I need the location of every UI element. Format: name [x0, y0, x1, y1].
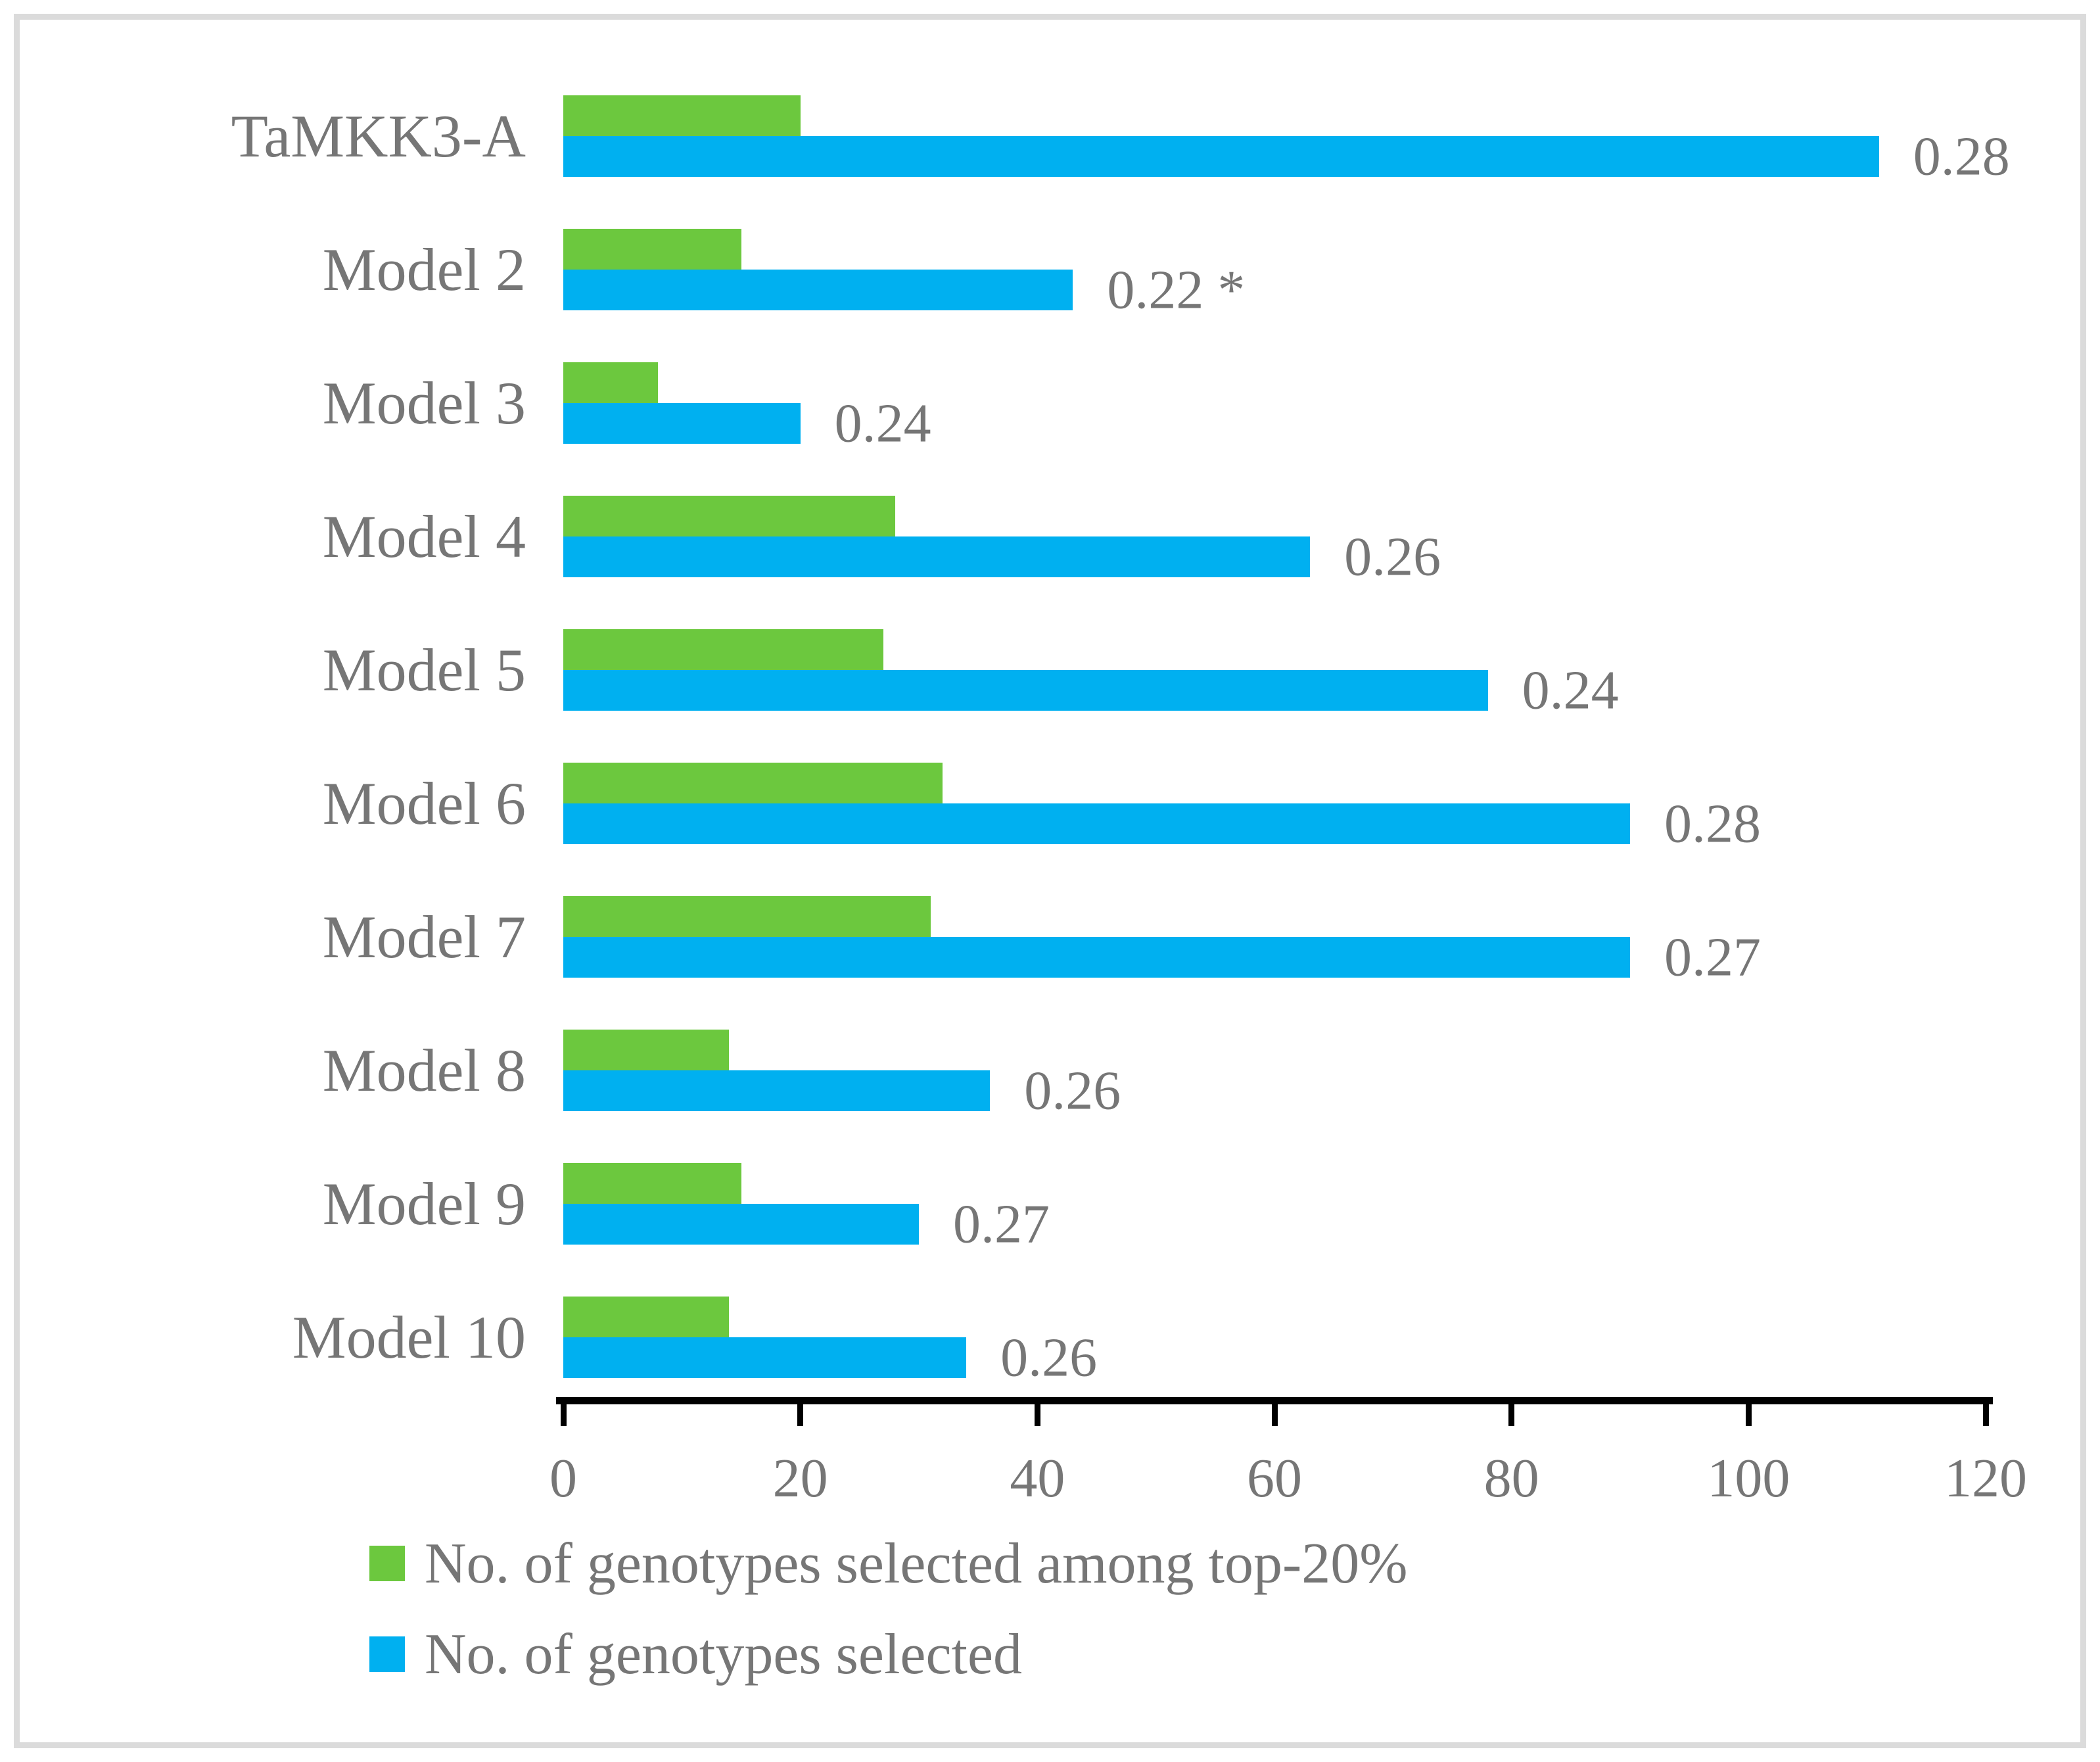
- bar-value-label: 0.28: [1913, 126, 2010, 187]
- bar-top20-green: [563, 763, 943, 803]
- category-label: Model 9: [322, 1170, 526, 1237]
- figure-border: [14, 14, 2086, 1748]
- bar-row: 0.27: [563, 1137, 1986, 1270]
- bar-selected-blue: 0.24: [563, 660, 1619, 721]
- plot-area: 0.28 0.22 * 0.24 0.26 0.24 0.28 0.27 0.26 0.27 0.…: [563, 69, 2010, 1404]
- bar-row: 0.24: [563, 336, 1986, 469]
- x-axis-tick-label: 0: [549, 1448, 577, 1509]
- x-axis-tick: [560, 1397, 567, 1426]
- bar-selected-blue: 0.24: [563, 393, 931, 454]
- category-label: Model 10: [292, 1303, 526, 1371]
- category-label: Model 8: [322, 1036, 526, 1104]
- x-axis-tick-label: 20: [772, 1448, 828, 1509]
- bar-row: 0.24: [563, 603, 1986, 736]
- x-axis-tick: [797, 1397, 804, 1426]
- bar-selected-blue: 0.28: [563, 126, 2010, 187]
- bar-row: 0.26: [563, 1003, 1986, 1137]
- category-label: Model 6: [322, 769, 526, 837]
- bar-value-label: 0.24: [1522, 659, 1619, 721]
- bar-top20-green: [563, 896, 931, 937]
- x-axis-tick: [1745, 1397, 1752, 1426]
- category-label: Model 5: [322, 636, 526, 703]
- category-label: Model 2: [322, 235, 526, 303]
- legend-label-top20: No. of genotypes selected among top-20%: [425, 1531, 1408, 1596]
- bar-top20-green: [563, 229, 741, 270]
- bar-top20-green: [563, 1163, 741, 1204]
- bar-selected-blue: 0.27: [563, 927, 1761, 988]
- bar-row: 0.27: [563, 870, 1986, 1003]
- bar-value-label: 0.27: [953, 1193, 1050, 1255]
- bar-row: 0.26: [563, 469, 1986, 603]
- bar-selected-blue: 0.28: [563, 794, 1761, 855]
- bar-selected-blue: 0.26: [563, 1060, 1121, 1122]
- category-label: Model 3: [322, 369, 526, 437]
- bar-value-label: 0.26: [1000, 1327, 1098, 1389]
- bar-top20-green: [563, 1030, 730, 1070]
- bar-top20-green: [563, 1297, 730, 1337]
- legend: No. of genotypes selected among top-20% …: [369, 1527, 1408, 1708]
- bar-row: 0.28: [563, 69, 2010, 202]
- legend-swatch-green: [369, 1546, 405, 1581]
- bar-top20-green: [563, 629, 883, 670]
- category-axis: TaMKK3-A Model 2 Model 3 Model 4 Model 5 Mode…: [0, 69, 526, 1404]
- bar-top20-green: [563, 362, 659, 403]
- category-label: Model 4: [322, 502, 526, 570]
- category-label: TaMKK3-A: [231, 102, 526, 170]
- bar-row: 0.22 *: [563, 202, 1986, 336]
- legend-label-selected: No. of genotypes selected: [425, 1622, 1023, 1686]
- bar-row: 0.28: [563, 736, 1986, 870]
- legend-item-selected: No. of genotypes selected: [369, 1617, 1408, 1691]
- bar-top20-green: [563, 496, 895, 536]
- legend-item-top20: No. of genotypes selected among top-20%: [369, 1527, 1408, 1600]
- bar-value-label: 0.27: [1664, 926, 1761, 988]
- x-axis-tick: [1271, 1397, 1278, 1426]
- x-axis-tick: [1508, 1397, 1515, 1426]
- x-axis-tick: [1982, 1397, 1989, 1426]
- x-axis-tick-label: 60: [1247, 1448, 1302, 1509]
- legend-swatch-blue: [369, 1636, 405, 1672]
- category-label: Model 7: [322, 903, 526, 970]
- bar-value-label: 0.26: [1344, 526, 1441, 588]
- bar-top20-green: [563, 95, 801, 136]
- x-axis-tick-label: 100: [1707, 1448, 1790, 1509]
- x-axis-tick-label: 80: [1483, 1448, 1539, 1509]
- bar-value-label: 0.28: [1664, 793, 1761, 855]
- bar-row: 0.26: [563, 1270, 1986, 1404]
- bar-value-label: 0.24: [834, 393, 931, 454]
- bar-selected-blue: 0.27: [563, 1194, 1050, 1255]
- bar-selected-blue: 0.22 *: [563, 260, 1245, 321]
- bar-value-label: 0.26: [1024, 1060, 1121, 1122]
- x-axis-tick-label: 120: [1944, 1448, 2027, 1509]
- x-axis-tick-label: 40: [1010, 1448, 1065, 1509]
- bar-selected-blue: 0.26: [563, 1327, 1097, 1389]
- bar-selected-blue: 0.26: [563, 527, 1441, 588]
- x-axis-tick: [1034, 1397, 1040, 1426]
- bar-value-label: 0.22 *: [1107, 259, 1246, 321]
